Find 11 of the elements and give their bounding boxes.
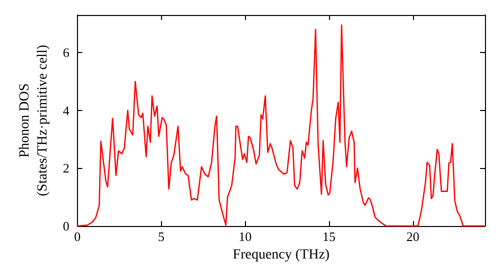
y-tick-label: 4	[62, 102, 70, 118]
y-tick-label: 6	[62, 45, 70, 60]
y-tick-label: 2	[62, 160, 70, 176]
x-tick-label: 15	[322, 229, 336, 244]
x-tick-label: 20	[406, 229, 420, 244]
x-tick-label: 5	[158, 229, 165, 244]
y-tick-label: 0	[62, 218, 70, 234]
y-axis-title: Phonon DOS (States/THz·primitive cell)	[18, 44, 50, 196]
x-tick-label: 0	[74, 229, 81, 244]
x-tick-label: 10	[238, 229, 252, 244]
x-axis-title: Frequency (THz)	[232, 248, 330, 262]
